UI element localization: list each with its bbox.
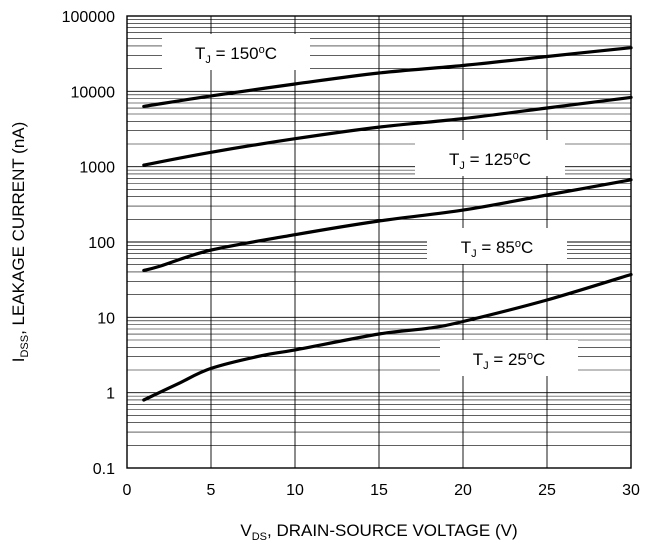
- series-label-unit: C: [521, 238, 533, 257]
- series-label-rest: = 25: [489, 350, 527, 369]
- x-tick-label: 30: [622, 482, 640, 499]
- y-axis-label-main: I: [9, 358, 28, 363]
- series-label: TJ = 150oC: [195, 44, 277, 66]
- series-label-sup: o: [515, 238, 521, 250]
- x-tick-label: 10: [286, 482, 304, 499]
- x-tick-label: 20: [454, 482, 472, 499]
- y-tick-labels: 0.1 1 10 100 1000 10000 100000: [62, 9, 115, 478]
- series-line-1: [142, 95, 633, 167]
- y-tick-label: 10000: [71, 84, 116, 101]
- series-label-main: T: [449, 150, 459, 169]
- series-label-sup: o: [259, 44, 265, 56]
- x-axis-label: VDS, DRAIN-SOURCE VOLTAGE (V): [240, 521, 517, 543]
- y-tick-label: 100000: [62, 9, 115, 26]
- y-tick-label: 1000: [79, 160, 115, 177]
- series-label-sup: o: [513, 150, 519, 162]
- series-label: TJ = 125oC: [449, 150, 531, 172]
- series-label-sub: J: [205, 54, 211, 66]
- y-tick-label: 0.1: [93, 461, 115, 478]
- annotation-box: [162, 34, 310, 70]
- series-label-sup: o: [527, 350, 533, 362]
- annotation-1: TJ = 125oC: [415, 140, 565, 176]
- x-axis-label-rest: , DRAIN-SOURCE VOLTAGE (V): [267, 521, 518, 540]
- series-label-main: T: [461, 238, 471, 257]
- y-axis-label-rest: , LEAKAGE CURRENT (nA): [9, 122, 28, 335]
- y-tick-label: 10: [97, 310, 115, 327]
- annotation-box: [427, 228, 567, 264]
- series-label-sub: J: [471, 248, 477, 260]
- series-label-sub: J: [459, 160, 465, 172]
- series-label-unit: C: [519, 150, 531, 169]
- annotation-box: [440, 340, 578, 376]
- annotation-0: TJ = 150oC: [162, 34, 310, 70]
- x-tick-labels: 0 5 10 15 20 25 30: [123, 482, 640, 499]
- series-label-sub: J: [483, 360, 489, 372]
- series-label-main: T: [195, 44, 205, 63]
- x-axis-label-subscript: DS: [252, 531, 267, 543]
- data-curves: [142, 46, 633, 402]
- series-label-main: T: [473, 350, 483, 369]
- series-label-unit: C: [533, 350, 545, 369]
- annotation-2: TJ = 85oC: [427, 228, 567, 264]
- x-tick-label: 0: [123, 482, 132, 499]
- x-axis-label-main: V: [240, 521, 252, 540]
- series-label-rest: = 85: [477, 238, 515, 257]
- x-tick-label: 25: [538, 482, 556, 499]
- annotation-3: TJ = 25oC: [440, 340, 578, 376]
- y-tick-label: 100: [88, 235, 115, 252]
- plot-frame: [126, 15, 632, 469]
- x-tick-label: 15: [370, 482, 388, 499]
- series-label-unit: C: [265, 44, 277, 63]
- y-axis-label: IDSS, LEAKAGE CURRENT (nA): [9, 122, 31, 363]
- y-axis-label-subscript: DSS: [19, 335, 31, 358]
- series-label-rest: = 125: [465, 150, 513, 169]
- series-label: TJ = 85oC: [461, 238, 534, 260]
- series-line-2: [142, 178, 633, 272]
- series-line-3: [142, 272, 633, 402]
- x-tick-label: 5: [207, 482, 216, 499]
- series-line-0: [142, 46, 633, 108]
- series-label-rest: = 150: [211, 44, 259, 63]
- y-tick-label: 1: [106, 386, 115, 403]
- series-label: TJ = 25oC: [473, 350, 546, 372]
- annotation-box: [415, 140, 565, 176]
